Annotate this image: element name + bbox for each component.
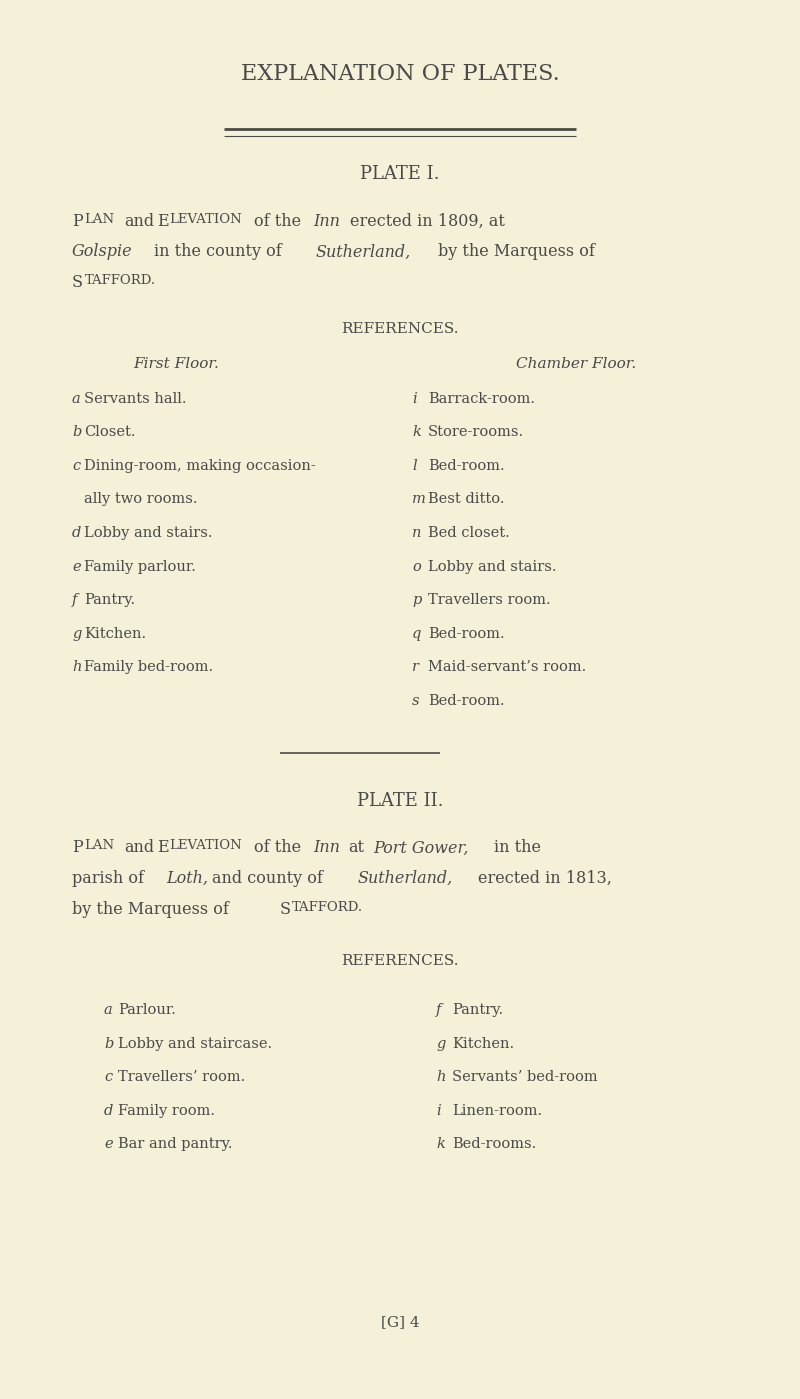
Text: Lobby and stairs.: Lobby and stairs. [428,560,557,574]
Text: Pantry.: Pantry. [452,1003,503,1017]
Text: EXPLANATION OF PLATES.: EXPLANATION OF PLATES. [241,63,559,85]
Text: Chamber Floor.: Chamber Floor. [516,357,636,371]
Text: k: k [436,1137,445,1151]
Text: TAFFORD.: TAFFORD. [292,901,363,914]
Text: p: p [412,593,422,607]
Text: d: d [72,526,82,540]
Text: h: h [72,660,82,674]
Text: n: n [412,526,422,540]
Text: Bar and pantry.: Bar and pantry. [118,1137,233,1151]
Text: REFERENCES.: REFERENCES. [342,954,458,968]
Text: c: c [104,1070,112,1084]
Text: E: E [157,213,169,229]
Text: of the: of the [254,213,302,229]
Text: f: f [436,1003,442,1017]
Text: Pantry.: Pantry. [84,593,135,607]
Text: in the: in the [494,839,541,856]
Text: s: s [412,694,419,708]
Text: Linen-room.: Linen-room. [452,1104,542,1118]
Text: LEVATION: LEVATION [169,839,242,852]
Text: Golspie: Golspie [72,243,133,260]
Text: Servants’ bed-room: Servants’ bed-room [452,1070,598,1084]
Text: b: b [104,1037,114,1051]
Text: Kitchen.: Kitchen. [84,627,146,641]
Text: P: P [72,213,82,229]
Text: and county of: and county of [212,870,323,887]
Text: i: i [436,1104,441,1118]
Text: l: l [412,459,417,473]
Text: Servants hall.: Servants hall. [84,392,186,406]
Text: i: i [412,392,417,406]
Text: Best ditto.: Best ditto. [428,492,505,506]
Text: Closet.: Closet. [84,425,135,439]
Text: Travellers’ room.: Travellers’ room. [118,1070,246,1084]
Text: Parlour.: Parlour. [118,1003,176,1017]
Text: ally two rooms.: ally two rooms. [84,492,198,506]
Text: in the county of: in the county of [154,243,282,260]
Text: at: at [348,839,364,856]
Text: b: b [72,425,82,439]
Text: Bed-rooms.: Bed-rooms. [452,1137,536,1151]
Text: g: g [72,627,82,641]
Text: g: g [436,1037,446,1051]
Text: and: and [124,213,154,229]
Text: h: h [436,1070,446,1084]
Text: Lobby and staircase.: Lobby and staircase. [118,1037,273,1051]
Text: Maid-servant’s room.: Maid-servant’s room. [428,660,586,674]
Text: Dining-room, making occasion-: Dining-room, making occasion- [84,459,316,473]
Text: Inn: Inn [314,839,341,856]
Text: LAN: LAN [84,839,114,852]
Text: REFERENCES.: REFERENCES. [342,322,458,336]
Text: c: c [72,459,80,473]
Text: S: S [72,274,83,291]
Text: of the: of the [254,839,302,856]
Text: k: k [412,425,421,439]
Text: Travellers room.: Travellers room. [428,593,550,607]
Text: erected in 1809, at: erected in 1809, at [350,213,505,229]
Text: Port Gower,: Port Gower, [374,839,469,856]
Text: Barrack-room.: Barrack-room. [428,392,535,406]
Text: [G] 4: [G] 4 [381,1315,419,1329]
Text: Inn: Inn [314,213,341,229]
Text: Bed-room.: Bed-room. [428,459,505,473]
Text: TAFFORD.: TAFFORD. [85,274,156,287]
Text: Family room.: Family room. [118,1104,215,1118]
Text: First Floor.: First Floor. [133,357,219,371]
Text: S: S [279,901,290,918]
Text: LEVATION: LEVATION [169,213,242,225]
Text: Bed-room.: Bed-room. [428,694,505,708]
Text: LAN: LAN [84,213,114,225]
Text: by the Marquess of: by the Marquess of [438,243,594,260]
Text: Store-rooms.: Store-rooms. [428,425,524,439]
Text: Bed closet.: Bed closet. [428,526,510,540]
Text: Family bed-room.: Family bed-room. [84,660,213,674]
Text: r: r [412,660,419,674]
Text: Loth,: Loth, [166,870,208,887]
Text: Sutherland,: Sutherland, [316,243,411,260]
Text: f: f [72,593,78,607]
Text: d: d [104,1104,114,1118]
Text: erected in 1813,: erected in 1813, [478,870,612,887]
Text: a: a [72,392,81,406]
Text: e: e [72,560,81,574]
Text: parish of: parish of [72,870,144,887]
Text: Family parlour.: Family parlour. [84,560,196,574]
Text: q: q [412,627,422,641]
Text: Bed-room.: Bed-room. [428,627,505,641]
Text: Sutherland,: Sutherland, [358,870,453,887]
Text: Kitchen.: Kitchen. [452,1037,514,1051]
Text: by the Marquess of: by the Marquess of [72,901,229,918]
Text: and: and [124,839,154,856]
Text: PLATE II.: PLATE II. [357,792,443,810]
Text: P: P [72,839,82,856]
Text: e: e [104,1137,113,1151]
Text: m: m [412,492,426,506]
Text: E: E [157,839,169,856]
Text: a: a [104,1003,113,1017]
Text: Lobby and stairs.: Lobby and stairs. [84,526,213,540]
Text: PLATE I.: PLATE I. [360,165,440,183]
Text: o: o [412,560,421,574]
